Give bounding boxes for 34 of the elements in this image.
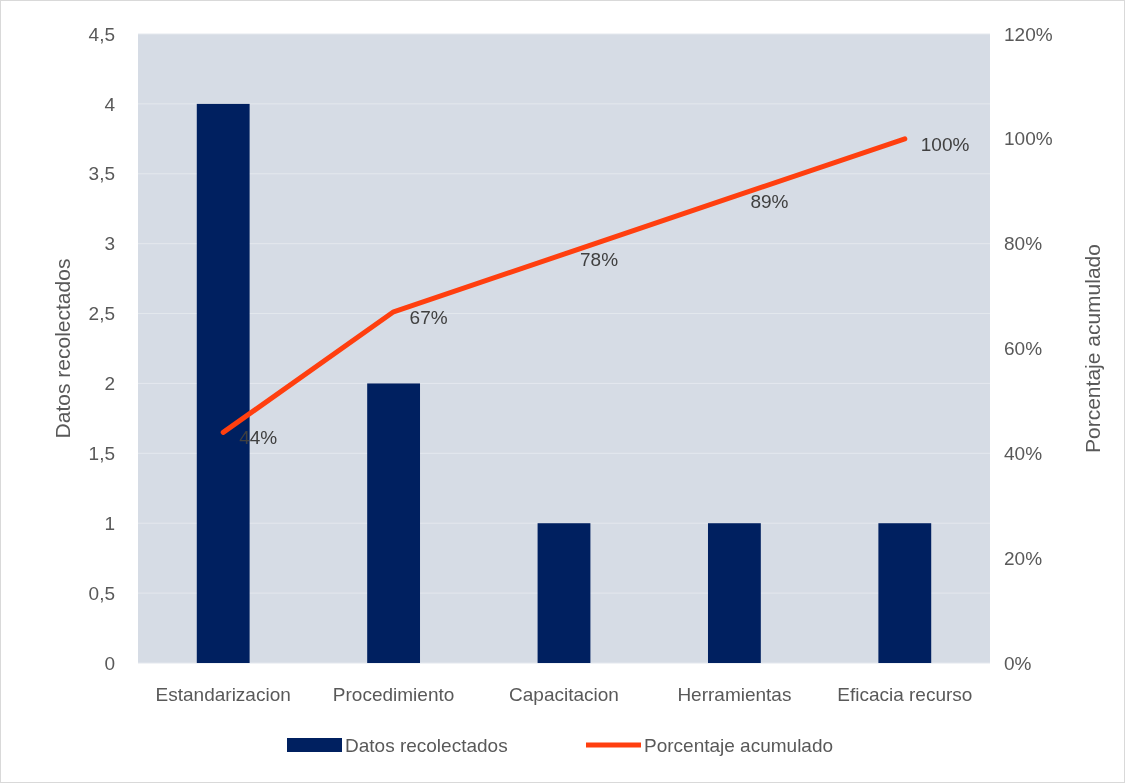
x-tick-label: Estandarizacion xyxy=(155,684,291,705)
y-tick-label: 3 xyxy=(104,233,115,255)
y-tick-label: 0,5 xyxy=(88,582,115,604)
y-tick-label: 2 xyxy=(104,373,115,395)
legend-label: Porcentaje acumulado xyxy=(644,734,834,756)
bar xyxy=(367,383,421,663)
data-label: 100% xyxy=(920,133,970,155)
data-label: 78% xyxy=(580,249,619,271)
y2-tick-label: 120% xyxy=(1004,23,1053,45)
x-tick-label: Herramientas xyxy=(677,684,792,705)
y-tick-label: 1 xyxy=(104,512,115,534)
y2-tick-label: 20% xyxy=(1004,547,1043,569)
data-label: 89% xyxy=(750,191,789,213)
x-tick-label: Capacitacion xyxy=(509,684,619,705)
x-tick-label: Procedimiento xyxy=(332,684,455,705)
y-tick-label: 0 xyxy=(104,652,115,674)
legend-label: Datos recolectados xyxy=(345,734,508,756)
bar xyxy=(537,523,591,663)
y-tick-label: 4,5 xyxy=(88,23,115,45)
data-label: 67% xyxy=(409,306,448,328)
y-tick-label: 3,5 xyxy=(88,163,115,185)
y-tick-label: 1,5 xyxy=(88,442,115,464)
y2-tick-label: 60% xyxy=(1004,338,1043,360)
y-axis-title: Datos recolectados xyxy=(51,258,74,439)
bar xyxy=(878,523,932,663)
y2-tick-label: 100% xyxy=(1004,128,1053,150)
bar xyxy=(707,523,761,663)
y-tick-label: 2,5 xyxy=(88,303,115,325)
y2-axis-title: Porcentaje acumulado xyxy=(1081,244,1104,453)
y2-tick-label: 40% xyxy=(1004,442,1043,464)
y2-tick-label: 0% xyxy=(1004,652,1032,674)
y2-tick-label: 80% xyxy=(1004,233,1043,255)
x-tick-label: Eficacia recurso xyxy=(837,684,973,705)
y-tick-label: 4 xyxy=(104,93,116,115)
